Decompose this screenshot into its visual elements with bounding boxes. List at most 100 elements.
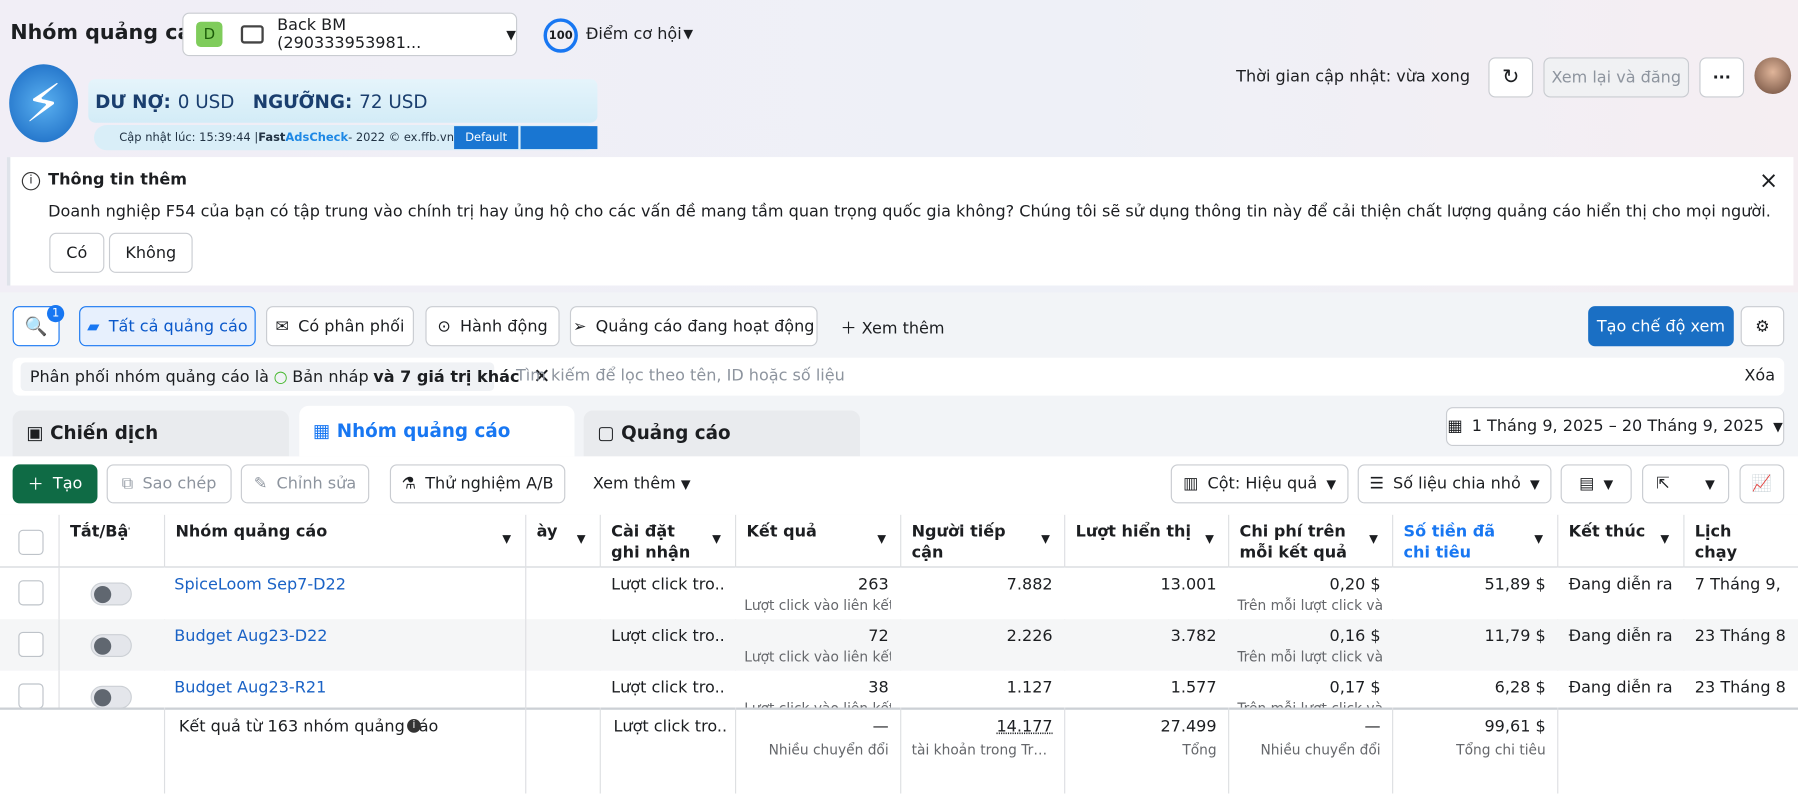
filter-chip[interactable]: Phân phối nhóm quảng cáo là ○ Bản nháp và 7… [20, 362, 551, 392]
column-header[interactable]: Kết quả [746, 522, 817, 542]
extension-tools[interactable] [520, 126, 598, 150]
row-checkbox[interactable] [18, 683, 44, 709]
column-header[interactable]: Lượt hiển thị [1075, 522, 1191, 542]
summary-row [0, 707, 1798, 794]
ab-test-button[interactable]: ⚗ Thử nghiệm A/B [389, 464, 566, 504]
clear-button[interactable]: Xóa [1744, 366, 1776, 386]
column-header[interactable]: Lịch chạy [1694, 522, 1738, 562]
tab[interactable]: ▰ Tất cả quảng cáo [79, 306, 256, 347]
ad-set-name[interactable]: Budget Aug23-R21 [174, 678, 327, 698]
column-header[interactable]: ày [536, 522, 558, 542]
column-header[interactable]: Kết thúc [1568, 522, 1646, 542]
more-button[interactable]: ··· [1699, 57, 1745, 98]
level-tab[interactable]: ▦ Nhóm quảng cáo [299, 405, 575, 457]
create-view-button[interactable]: Tạo chế độ xem [1588, 306, 1734, 347]
column-header[interactable]: Người tiếp cận [911, 522, 1006, 562]
column-header[interactable]: Cài đặt ghi nhận [611, 522, 691, 562]
settings-button[interactable]: ⚙ [1740, 306, 1785, 347]
cpr-sub: Trên mỗi lượt click và... [1237, 701, 1383, 708]
caret: ▼ [683, 26, 694, 42]
sort-menu[interactable]: ▼ [1369, 533, 1378, 546]
schedule: 23 Tháng 8, 2025 [1694, 627, 1787, 646]
score-label[interactable]: Điểm cơ hội [585, 25, 682, 44]
sort-menu[interactable]: ▼ [1205, 533, 1214, 546]
column-header[interactable]: Số tiền đã chi tiêu [1403, 522, 1496, 562]
reports-button[interactable]: ▤ ▼ [1560, 464, 1632, 504]
create-button[interactable]: ＋ Tạo [12, 464, 98, 504]
sort-menu[interactable]: ▼ [1041, 533, 1051, 546]
level-tab[interactable]: ▢ Quảng cáo [583, 410, 861, 457]
column-header[interactable]: Tắt/Bật [69, 522, 130, 542]
header-checkbox[interactable] [18, 529, 44, 555]
summary-cpr-sub: Nhiều chuyển đổi [1260, 741, 1381, 758]
tab[interactable]: ➢ Quảng cáo đang hoạt động [569, 306, 818, 347]
columns-button[interactable]: ▥ Cột: Hiệu quả ▼ [1170, 464, 1349, 504]
tab[interactable]: ✉ Có phân phối [266, 306, 414, 347]
close-button[interactable]: × [1759, 166, 1779, 194]
breakdown-button[interactable]: ☰ Số liệu chia nhỏ ▼ [1357, 464, 1552, 504]
icon: ➢ [573, 317, 587, 336]
column-divider [58, 670, 60, 708]
column-header[interactable]: Chi phí trên mỗi kết quả [1239, 522, 1347, 562]
cpr: 0,17 $ [1329, 678, 1381, 698]
edit-button[interactable]: ✎ Chỉnh sửa [240, 464, 370, 504]
debt-value: 0 USD [177, 90, 235, 112]
result-sub: Lượt click vào liên kết [744, 701, 891, 708]
column-header[interactable]: Nhóm quảng cáo [175, 522, 328, 542]
more-tabs[interactable]: ＋ Xem thêm [840, 319, 945, 339]
remove-filter[interactable]: ✕ [533, 364, 551, 389]
tab[interactable]: ⊙ Hành động [425, 306, 560, 347]
sort-menu[interactable]: ▼ [1534, 533, 1544, 546]
search-input[interactable]: Tìm kiếm để lọc theo tên, ID hoặc số liệ… [516, 366, 845, 386]
info-icon: i [21, 172, 41, 191]
sort-menu[interactable]: ▼ [877, 533, 887, 546]
sort-menu[interactable]: ▼ [712, 533, 721, 546]
update-time: Thời gian cập nhật: vừa xong [1236, 67, 1471, 87]
spent: 11,79 $ [1484, 627, 1546, 646]
sort-menu[interactable]: ▼ [1660, 533, 1670, 546]
sort-menu[interactable]: ▼ [502, 533, 512, 546]
preset-select[interactable]: Default [453, 126, 519, 150]
data-table: Tắt/Bật Nhóm quảng cáo ▼ ày ▼ Cài đặt ghi nhậ… [0, 514, 1798, 794]
icon: ▰ [87, 317, 100, 336]
summary-result: — [872, 717, 889, 737]
account-selector[interactable]: D Back BM (290333953981... ▼ [182, 12, 518, 57]
avatar[interactable] [1754, 57, 1792, 95]
no-button[interactable]: Không [108, 232, 193, 273]
row-checkbox[interactable] [18, 580, 44, 606]
table-row [0, 619, 1798, 671]
footer-time: Cập nhật lúc: 15:39:44 | [119, 131, 259, 144]
level-tab[interactable]: ▣ Chiến dịch [12, 410, 289, 457]
button-label: Xem thêm [592, 474, 676, 494]
score-badge: 100 [543, 18, 578, 53]
export-button[interactable]: ⇱ ▼ [1642, 464, 1730, 504]
end: Đang diễn ra [1568, 678, 1672, 698]
tab-label: Chiến dịch [50, 421, 159, 444]
attribution: Lượt click tro... [613, 717, 729, 737]
table-row [0, 567, 1798, 620]
sort-menu[interactable]: ▼ [576, 533, 586, 546]
extension-footer: Cập nhật lúc: 15:39:44 | Fast AdsCheck -… [94, 124, 598, 151]
ad-set-name[interactable]: SpiceLoom Sep7-D22 [174, 575, 346, 594]
review-button[interactable]: Xem lại và đăng [1543, 57, 1690, 98]
yes-button[interactable]: Có [49, 232, 105, 273]
column-divider [1228, 707, 1230, 794]
copy-button[interactable]: ⧉ Sao chép [106, 464, 232, 504]
ad-set-name[interactable]: Budget Aug23-D22 [174, 627, 328, 646]
button-label: Thử nghiệm A/B [425, 474, 554, 494]
status-icon: ○ [273, 367, 288, 386]
extension-panel: DƯ NỢ: 0 USD NGƯỠNG: 72 USD [88, 79, 598, 123]
refresh-button[interactable]: ↻ [1488, 57, 1534, 98]
summary-impressions: 27.499 [1160, 717, 1217, 737]
cpr: 0,20 $ [1329, 575, 1381, 594]
account-badge: D [196, 21, 223, 48]
date-picker[interactable]: ▦ 1 Tháng 9, 2025 – 20 Tháng 9, 2025 ▼ [1445, 407, 1785, 447]
chart-button[interactable]: 📈 [1739, 464, 1785, 504]
brand: AdsCheck [285, 131, 349, 144]
more-actions[interactable]: Xem thêm ▼ [592, 474, 691, 494]
spent: 6,28 $ [1494, 678, 1546, 698]
row-checkbox[interactable] [18, 631, 44, 658]
reach: 7.882 [1006, 575, 1053, 594]
reach: 1.127 [1006, 678, 1053, 698]
